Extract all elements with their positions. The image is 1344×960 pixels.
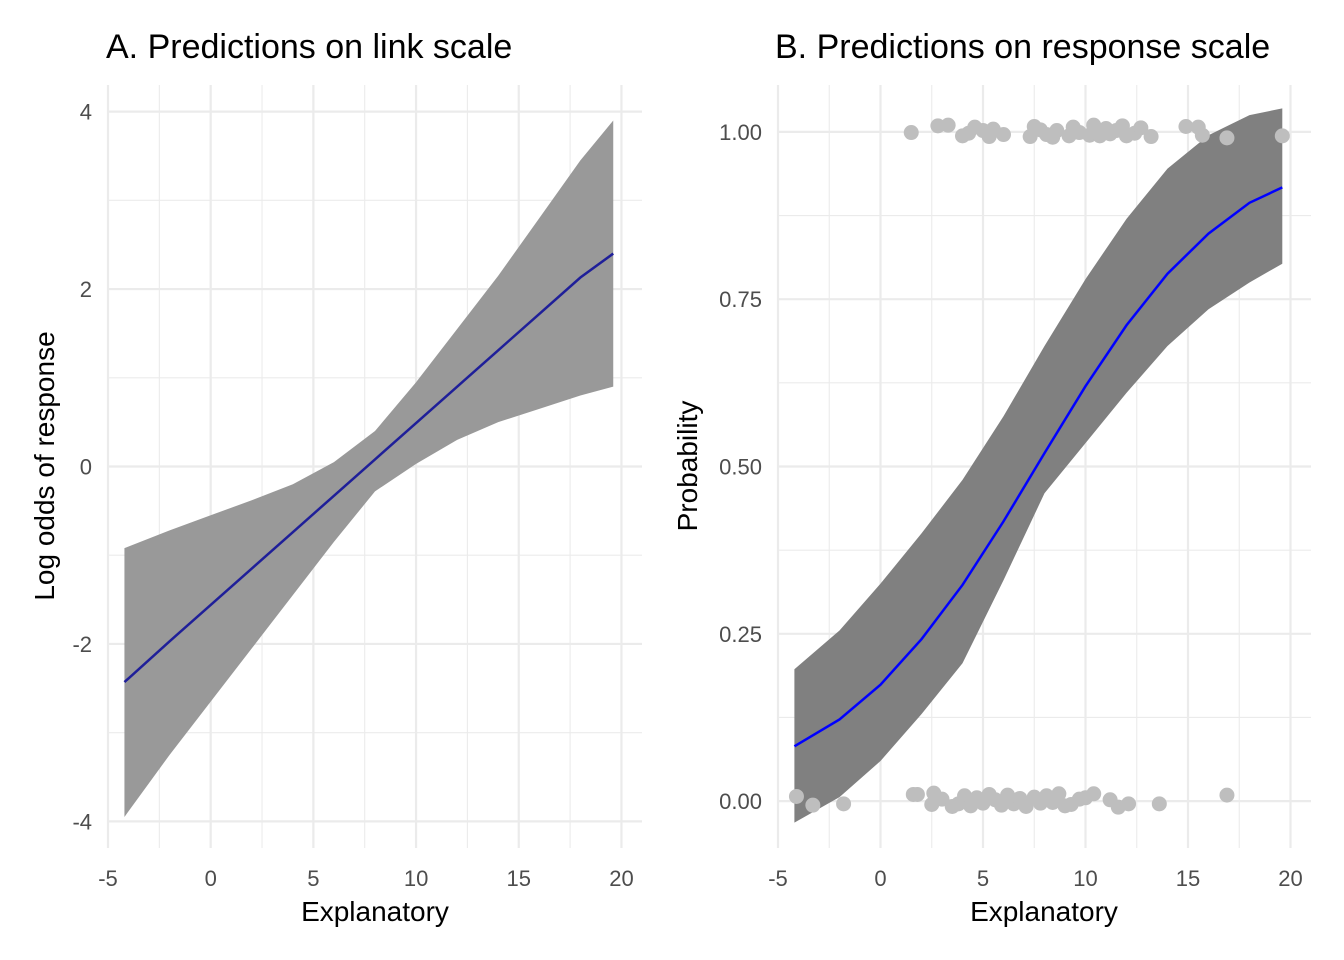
panel-b-y-tick-label: 0.00	[719, 789, 762, 814]
panel-b-data-point	[1274, 128, 1290, 144]
panel-a-x-tick-label: 20	[609, 866, 633, 891]
panel-a-x-tick-label: 10	[404, 866, 428, 891]
panel-a-x-axis-title: Explanatory	[301, 896, 449, 927]
panel-a-confidence-band	[124, 120, 614, 817]
panel-b-line	[793, 186, 1283, 748]
panel-a-y-tick-label: -2	[72, 632, 92, 657]
panel-b-data-point	[1121, 796, 1137, 812]
panel-a-band	[124, 120, 614, 817]
panel-a: A. Predictions on link scale -5 0 5 10 15 20 …	[29, 28, 642, 927]
panel-b: B. Predictions on response scale -5 0 5 10 1…	[672, 28, 1311, 927]
panel-b-data-point	[996, 127, 1011, 143]
panel-b-data-point	[1133, 120, 1149, 136]
panel-a-y-tick-label: 4	[80, 100, 92, 125]
panel-b-x-tick-label: 10	[1073, 866, 1097, 891]
panel-b-x-tick-label: 20	[1278, 866, 1302, 891]
panel-b-data-point	[788, 788, 804, 804]
panel-b-data-point	[1151, 796, 1167, 812]
panel-a-fitted-line	[123, 252, 614, 684]
panel-b-data-point	[1143, 129, 1159, 145]
panel-b-data-point	[1194, 127, 1210, 143]
panel-b-data-point	[1049, 123, 1065, 139]
panel-b-points	[788, 117, 1290, 815]
panel-b-title: B. Predictions on response scale	[775, 28, 1270, 66]
panel-a-line	[123, 252, 614, 684]
panel-a-y-axis-title: Log odds of response	[29, 331, 60, 600]
panel-b-x-tick-label: 5	[977, 866, 989, 891]
panel-b-y-tick-label: 0.25	[719, 622, 762, 647]
panel-b-x-ticks: -5 0 5 10 15 20	[768, 866, 1303, 891]
panel-b-data-point	[1219, 787, 1235, 803]
panel-b-fitted-line	[793, 186, 1283, 748]
panel-b-data-point	[903, 125, 919, 141]
panel-b-data-point	[805, 797, 821, 813]
panel-b-y-tick-label: 0.50	[719, 455, 762, 480]
panel-b-y-tick-label: 1.00	[719, 120, 762, 145]
panel-b-data-point	[1178, 118, 1194, 134]
panel-a-y-tick-label: -4	[72, 809, 92, 834]
panel-b-data-point	[909, 786, 925, 802]
panel-b-y-tick-label: 0.75	[719, 287, 762, 312]
panel-b-x-tick-label: 0	[874, 866, 886, 891]
panel-a-x-tick-label: 5	[307, 866, 319, 891]
panel-b-x-axis-title: Explanatory	[970, 896, 1118, 927]
panel-a-y-tick-label: 2	[80, 277, 92, 302]
panel-a-x-tick-label: 15	[507, 866, 531, 891]
panel-b-data-point	[940, 117, 956, 133]
panel-a-x-tick-label: -5	[98, 866, 118, 891]
panel-a-y-ticks: -4 -2 0 2 4	[72, 100, 92, 835]
panel-a-y-tick-label: 0	[80, 455, 92, 480]
panel-a-title: A. Predictions on link scale	[106, 28, 512, 66]
panel-b-y-ticks: 0.00 0.25 0.50 0.75 1.00	[719, 120, 762, 814]
panel-b-data-point	[836, 796, 852, 812]
panel-b-y-axis-title: Probability	[672, 401, 703, 532]
panel-b-data-point	[1219, 130, 1235, 146]
panel-b-x-tick-label: 15	[1176, 866, 1200, 891]
panel-b-x-tick-label: -5	[768, 866, 788, 891]
panel-b-data-point	[1086, 786, 1102, 802]
panel-a-x-tick-label: 0	[205, 866, 217, 891]
panel-b-data-point	[1051, 786, 1067, 802]
panel-a-x-ticks: -5 0 5 10 15 20	[98, 866, 633, 891]
